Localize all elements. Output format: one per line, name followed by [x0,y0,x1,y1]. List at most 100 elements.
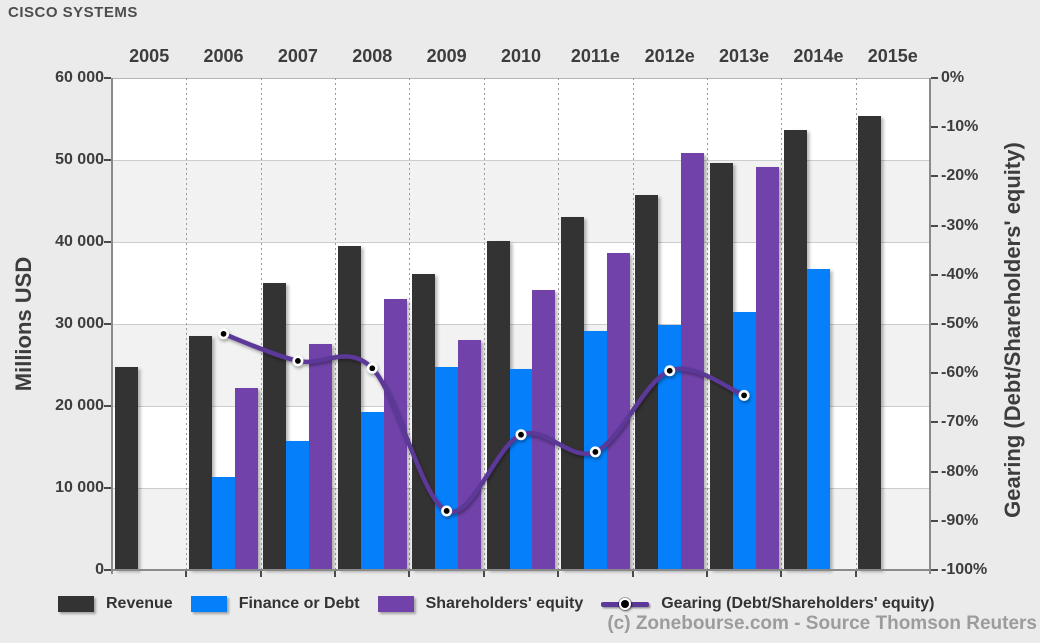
left-axis-tick-label: 10 000 [55,479,104,496]
gearing-line-dot [619,598,632,610]
bottom-axis-tick [557,571,560,577]
right-axis-tick [931,569,938,571]
page-title: CISCO SYSTEMS [8,4,138,21]
left-axis-tick [104,159,111,161]
x-axis-year-label: 2013e [719,46,770,66]
finance-or-debt-swatch-icon [190,596,227,612]
bar-revenue-2006 [189,336,213,570]
right-axis-tick-label: -70% [941,413,979,431]
left-axis-tick [104,77,111,79]
legend-item-gearing: Gearing (Debt/Shareholders' equity) [601,595,934,613]
x-axis-year-label: 2005 [129,46,170,66]
bar-finance-or-debt-2014e [806,269,830,570]
left-axis-tick [104,323,111,325]
bottom-axis-tick [780,571,783,577]
bottom-axis-tick [705,571,708,577]
gearing-line-icon [601,596,650,612]
gearing-point [738,389,750,401]
left-axis-tick-label: 40 000 [55,233,104,250]
gearing-point [218,328,230,340]
bar-revenue-2012e [635,195,659,570]
bar-finance-or-debt-2008 [360,411,384,570]
legend-label: Revenue [106,595,173,612]
category-separator [335,78,337,570]
x-axis-year-label: 2008 [352,46,393,66]
category-separator [483,78,485,570]
right-axis-tick-label: -40% [941,265,979,283]
bottom-axis-tick [854,571,857,577]
bar-finance-or-debt-2012e [658,324,682,570]
category-separator [409,78,411,570]
right-axis-tick [931,519,938,522]
right-axis-tick [931,470,938,473]
x-axis-year-label: 2015e [867,46,918,66]
gridline [112,242,930,243]
gearing-point [366,362,378,374]
left-axis-tick-label: 50 000 [55,151,104,168]
right-axis-tick-label: -50% [941,315,979,332]
right-axis-tick [931,224,938,227]
right-axis-tick-label: -100% [941,561,988,578]
category-separator [186,78,188,570]
bar-revenue-2015e [858,115,882,570]
legend-item-finance-or-debt: Finance or Debt [190,595,360,613]
category-separator [260,78,262,570]
x-axis-year-label: 2009 [426,46,467,66]
right-axis-tick [931,372,938,375]
left-axis-tick-label: 20 000 [55,397,104,414]
right-axis-tick-label: -80% [941,462,979,480]
bar-finance-or-debt-2010 [509,369,533,570]
right-axis-tick [931,175,938,178]
right-axis-tick [931,421,938,424]
bar-revenue-2010 [486,241,510,570]
bar-shareholders-equity-2013e [755,167,779,570]
right-axis-tick-label: -60% [941,364,979,382]
gearing-line [218,328,750,517]
source-attribution: (c) Zonebourse.com - Source Thomson Reut… [607,613,1037,634]
category-separator [632,78,634,570]
right-axis-tick [931,323,938,325]
legend-item-revenue: Revenue [58,595,173,613]
gearing-point [589,446,601,458]
right-axis-tick-label: -20% [941,167,979,185]
left-axis-tick-label: 30 000 [55,315,104,332]
legend-item-shareholders-equity: Shareholders' equity [377,595,583,613]
bar-revenue-2009 [412,273,436,570]
right-axis-tick [931,273,938,276]
right-axis-tick-label: 0% [941,69,965,86]
bar-shareholders-equity-2012e [681,153,705,570]
x-axis-year-label: 2011e [570,46,620,66]
gearing-point [441,505,453,517]
bottom-axis-tick [482,571,485,577]
left-axis-tick [104,241,111,243]
x-axis-year-label: 2010 [500,46,542,66]
gearing-point [515,429,527,441]
bar-finance-or-debt-2006 [212,477,236,570]
bar-shareholders-equity-2011e [606,253,630,570]
left-axis-tick [104,405,111,407]
legend-label: Gearing (Debt/Shareholders' equity) [661,595,935,612]
bottom-axis-tick [259,571,262,577]
gridline [112,324,930,325]
bottom-axis-tick [631,571,634,577]
left-axis-tick [104,487,111,489]
bar-shareholders-equity-2008 [383,299,407,570]
x-axis-year-label: 2007 [277,46,318,66]
right-axis-title: Gearing (Debt/Shareholders' equity) [1000,142,1025,518]
plot-top-border [112,78,930,79]
left-axis-line [111,78,113,574]
x-axis-year-label: 2014e [793,46,844,66]
shareholders-equity-swatch-icon [377,596,414,612]
bar-revenue-2008 [337,246,361,570]
right-axis-tick-label: -90% [941,511,979,529]
gearing-line-path [221,331,747,515]
category-separator [855,78,857,570]
bar-revenue-2005 [114,366,138,570]
plot-area [112,78,930,570]
right-axis-tick-label: -30% [941,216,979,234]
legend: Revenue Finance or Debt Shareholders' eq… [58,595,934,613]
bar-shareholders-equity-2009 [458,339,482,570]
right-axis-line [929,78,931,574]
gearing-point [292,355,304,367]
bottom-axis-tick [185,571,188,577]
